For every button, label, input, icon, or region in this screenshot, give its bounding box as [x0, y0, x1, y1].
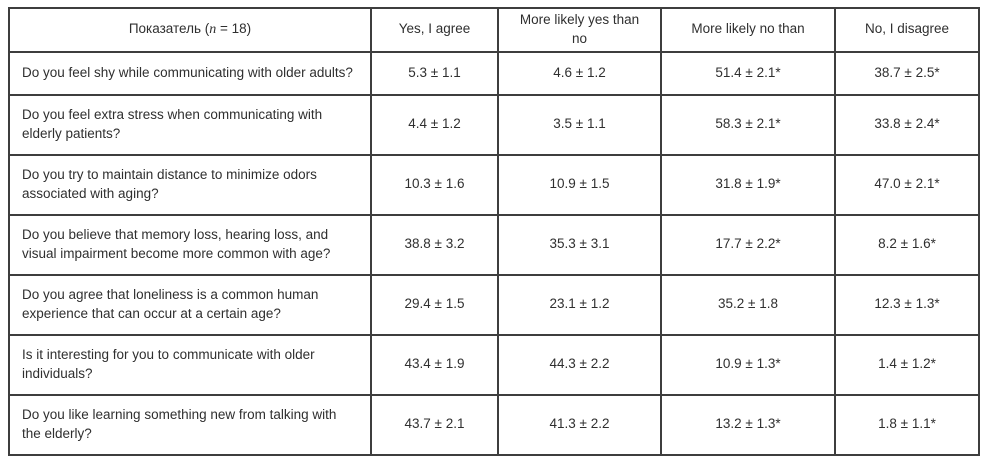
value-cell: 29.4 ± 1.5: [370, 273, 499, 336]
value-cell: 58.3 ± 2.1*: [660, 93, 836, 156]
table-row: Do you feel shy while communicating with…: [8, 50, 980, 96]
value-cell: 10.3 ± 1.6: [370, 153, 499, 216]
value-cell: 38.7 ± 2.5*: [834, 50, 980, 96]
question-cell: Is it interesting for you to communicate…: [8, 333, 372, 396]
question-cell: Do you like learning something new from …: [8, 393, 372, 456]
value-cell: 5.3 ± 1.1: [370, 50, 499, 96]
value-cell: 10.9 ± 1.5: [497, 153, 662, 216]
table-row: Do you feel extra stress when communicat…: [8, 93, 980, 156]
table-row: Do you like learning something new from …: [8, 393, 980, 456]
table-row: Do you try to maintain distance to minim…: [8, 153, 980, 216]
value-cell: 12.3 ± 1.3*: [834, 273, 980, 336]
value-cell: 44.3 ± 2.2: [497, 333, 662, 396]
value-cell: 8.2 ± 1.6*: [834, 213, 980, 276]
value-cell: 17.7 ± 2.2*: [660, 213, 836, 276]
value-cell: 35.3 ± 3.1: [497, 213, 662, 276]
value-cell: 1.4 ± 1.2*: [834, 333, 980, 396]
value-cell: 10.9 ± 1.3*: [660, 333, 836, 396]
question-cell: Do you try to maintain distance to minim…: [8, 153, 372, 216]
header-indicator: Показатель (n = 18): [8, 7, 372, 53]
question-cell: Do you feel shy while communicating with…: [8, 50, 372, 96]
value-cell: 38.8 ± 3.2: [370, 213, 499, 276]
question-cell: Do you feel extra stress when communicat…: [8, 93, 372, 156]
header-col-more-likely-no: More likely no than: [660, 7, 836, 53]
header-indicator-prefix: Показатель (: [128, 21, 210, 37]
table-header-row: Показатель (n = 18) Yes, I agree More li…: [8, 7, 980, 53]
header-col-yes-agree: Yes, I agree: [370, 7, 499, 53]
survey-results-table: Показатель (n = 18) Yes, I agree More li…: [8, 7, 980, 456]
header-indicator-suffix: = 18): [216, 21, 252, 37]
value-cell: 1.8 ± 1.1*: [834, 393, 980, 456]
value-cell: 41.3 ± 2.2: [497, 393, 662, 456]
value-cell: 31.8 ± 1.9*: [660, 153, 836, 216]
header-col-no-disagree: No, I disagree: [834, 7, 980, 53]
table-row: Do you agree that loneliness is a common…: [8, 273, 980, 336]
value-cell: 33.8 ± 2.4*: [834, 93, 980, 156]
table-row: Do you believe that memory loss, hearing…: [8, 213, 980, 276]
value-cell: 51.4 ± 2.1*: [660, 50, 836, 96]
value-cell: 43.7 ± 2.1: [370, 393, 499, 456]
value-cell: 47.0 ± 2.1*: [834, 153, 980, 216]
value-cell: 23.1 ± 1.2: [497, 273, 662, 336]
value-cell: 4.6 ± 1.2: [497, 50, 662, 96]
value-cell: 4.4 ± 1.2: [370, 93, 499, 156]
value-cell: 13.2 ± 1.3*: [660, 393, 836, 456]
question-cell: Do you believe that memory loss, hearing…: [8, 213, 372, 276]
question-cell: Do you agree that loneliness is a common…: [8, 273, 372, 336]
header-n-italic: n: [209, 22, 217, 38]
table-row: Is it interesting for you to communicate…: [8, 333, 980, 396]
header-col-more-likely-yes: More likely yes than no: [497, 7, 662, 53]
value-cell: 3.5 ± 1.1: [497, 93, 662, 156]
value-cell: 35.2 ± 1.8: [660, 273, 836, 336]
value-cell: 43.4 ± 1.9: [370, 333, 499, 396]
